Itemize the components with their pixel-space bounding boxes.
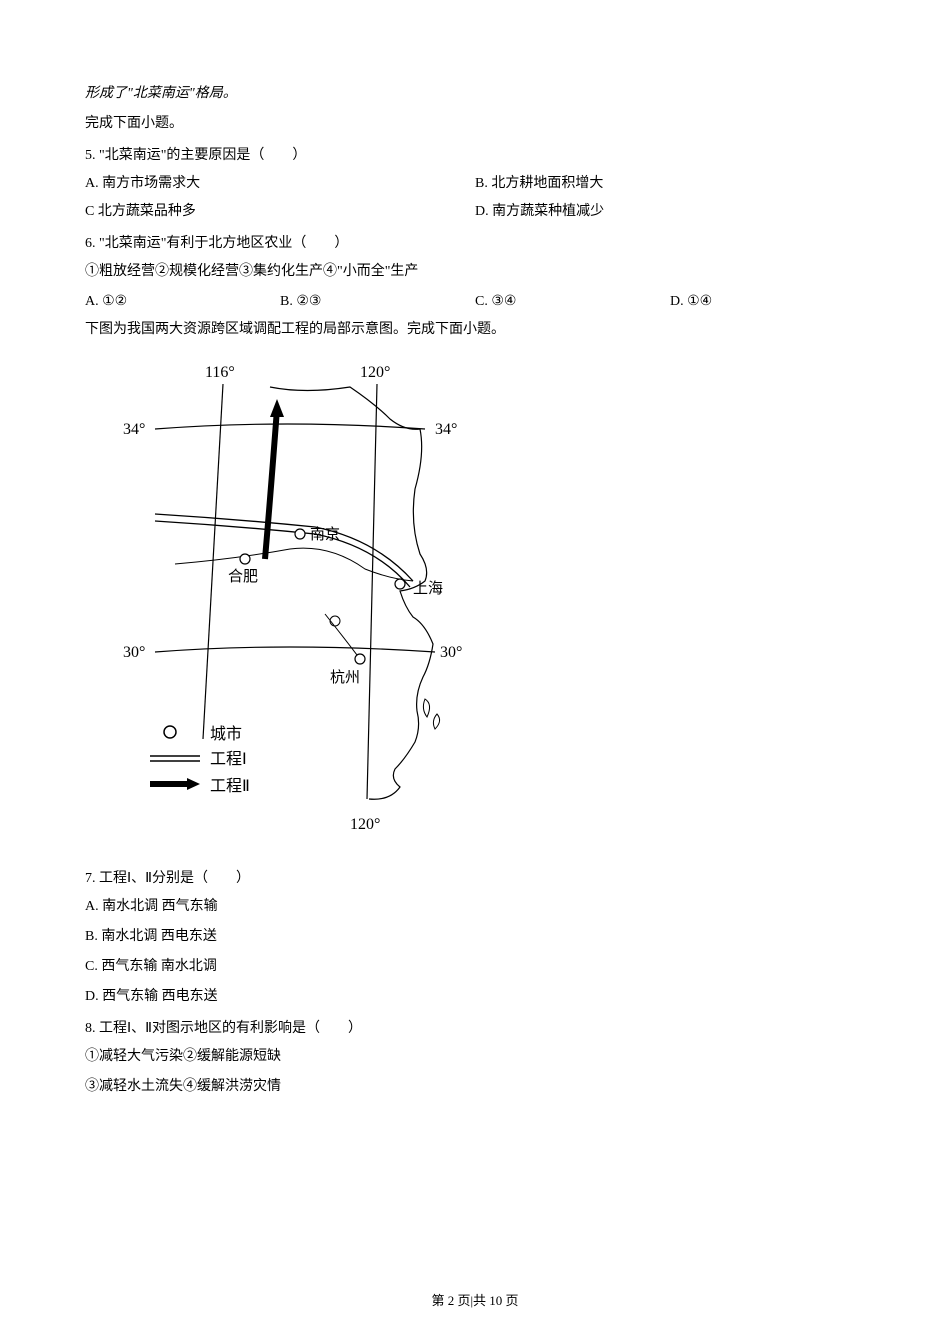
legend-proj1-label: 工程Ⅰ [210, 750, 247, 768]
q5-options-row2: C 北方蔬菜品种多 D. 南方蔬菜种植减少 [85, 198, 865, 226]
lat-34-right-label: 34° [435, 421, 457, 438]
q5-options-row1: A. 南方市场需求大 B. 北方耕地面积增大 [85, 170, 865, 198]
q7-option-c: C. 西气东输 南水北调 [85, 953, 865, 981]
q7-stem: 7. 工程Ⅰ、Ⅱ分别是（ ） [85, 865, 865, 893]
q6-option-c: C. ③④ [475, 288, 670, 316]
map-figure: 116° 120° 34° 34° 30° 30° [115, 359, 865, 850]
q7-option-a: A. 南水北调 西气东输 [85, 893, 865, 921]
island-1 [423, 699, 429, 717]
lon-120-top-label: 120° [360, 364, 390, 381]
q7-option-d: D. 西气东输 西电东送 [85, 983, 865, 1011]
city-shanghai-marker [395, 579, 405, 589]
lat-30-right-label: 30° [440, 644, 462, 661]
legend-city-label: 城市 [210, 725, 242, 743]
lake-tai [330, 616, 340, 626]
q7-option-b: B. 南水北调 西电东送 [85, 923, 865, 951]
intro-line-2: 完成下面小题。 [85, 110, 865, 138]
q6-option-b: B. ②③ [280, 288, 475, 316]
q6-option-a: A. ①② [85, 288, 280, 316]
page-footer: 第 2 页|共 10 页 [0, 1288, 950, 1314]
lat-30-line [155, 647, 435, 652]
intro-line-1: 形成了"北菜南运"格局。 [85, 80, 865, 108]
q5-option-a: A. 南方市场需求大 [85, 170, 475, 198]
lat-34-left-label: 34° [123, 421, 145, 438]
city-hangzhou-marker [355, 654, 365, 664]
q8-line3: ③减轻水土流失④缓解洪涝灾情 [85, 1073, 865, 1101]
legend-proj2-arrowhead [187, 778, 200, 790]
q5-option-c: C 北方蔬菜品种多 [85, 198, 475, 226]
q8-line2: ①减轻大气污染②缓解能源短缺 [85, 1043, 865, 1071]
legend-proj2-label: 工程Ⅱ [210, 777, 250, 795]
city-hefei-label: 合肥 [228, 568, 258, 585]
q5-option-d: D. 南方蔬菜种植减少 [475, 198, 865, 226]
yangtze-river [175, 548, 413, 581]
q6-options-row: A. ①② B. ②③ C. ③④ D. ①④ [85, 288, 865, 316]
city-hangzhou-label: 杭州 [330, 669, 360, 686]
map-svg: 116° 120° 34° 34° 30° 30° [115, 359, 495, 839]
city-nanjing-marker [295, 529, 305, 539]
lon-120-bottom-label: 120° [350, 816, 380, 833]
q8-stem: 8. 工程Ⅰ、Ⅱ对图示地区的有利影响是（ ） [85, 1015, 865, 1043]
project-2-line [265, 409, 277, 559]
q5-option-b: B. 北方耕地面积增大 [475, 170, 865, 198]
lat-30-left-label: 30° [123, 644, 145, 661]
city-nanjing-label: 南京 [310, 526, 340, 543]
coastline [270, 387, 433, 799]
q6-sub-options: ①粗放经营②规模化经营③集约化生产④"小而全"生产 [85, 258, 865, 286]
q5-stem: 5. "北菜南运"的主要原因是（ ） [85, 142, 865, 170]
lon-120-line [367, 384, 377, 799]
lon-116-label: 116° [205, 364, 235, 381]
project-2-arrowhead [270, 399, 284, 417]
figure-intro: 下图为我国两大资源跨区域调配工程的局部示意图。完成下面小题。 [85, 316, 865, 344]
island-2 [433, 714, 439, 729]
q6-stem: 6. "北菜南运"有利于北方地区农业（ ） [85, 230, 865, 258]
lat-34-line [155, 424, 425, 429]
legend-city-marker [164, 726, 176, 738]
q6-option-d: D. ①④ [670, 288, 865, 316]
city-hefei-marker [240, 554, 250, 564]
city-shanghai-label: 上海 [413, 580, 443, 597]
